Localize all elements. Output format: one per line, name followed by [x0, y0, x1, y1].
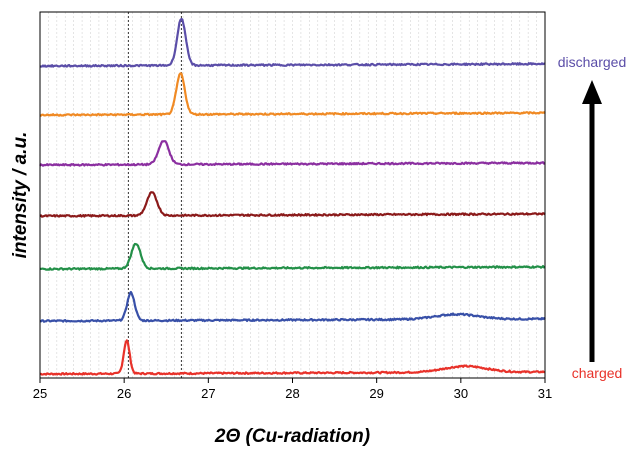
x-tick-label: 28: [285, 386, 299, 401]
grid-lines: [48, 12, 537, 378]
arrow-head: [582, 80, 602, 104]
series-trace: [39, 242, 546, 271]
x-tick-label: 29: [369, 386, 383, 401]
charged-label: charged: [572, 365, 623, 381]
series-trace: [39, 290, 546, 323]
discharged-label: discharged: [558, 54, 627, 70]
x-axis-title: 2Θ (Cu-radiation): [214, 426, 370, 447]
x-tick-label: 31: [538, 386, 552, 401]
x-tick-label: 30: [454, 386, 468, 401]
x-axis-ticks: 25 26 27 28 29 30 31: [33, 378, 552, 401]
y-axis-title: intensity / a.u.: [10, 132, 31, 259]
series-trace: [39, 72, 546, 117]
series-trace: [39, 140, 546, 167]
series-group: [39, 17, 546, 376]
series-trace: [39, 17, 546, 68]
series-trace: [39, 339, 546, 376]
x-tick-label: 25: [33, 386, 47, 401]
x-tick-label: 26: [117, 386, 131, 401]
x-tick-label: 27: [201, 386, 215, 401]
plot-frame: [39, 11, 546, 379]
series-trace: [39, 191, 546, 218]
direction-arrow: [582, 80, 602, 362]
